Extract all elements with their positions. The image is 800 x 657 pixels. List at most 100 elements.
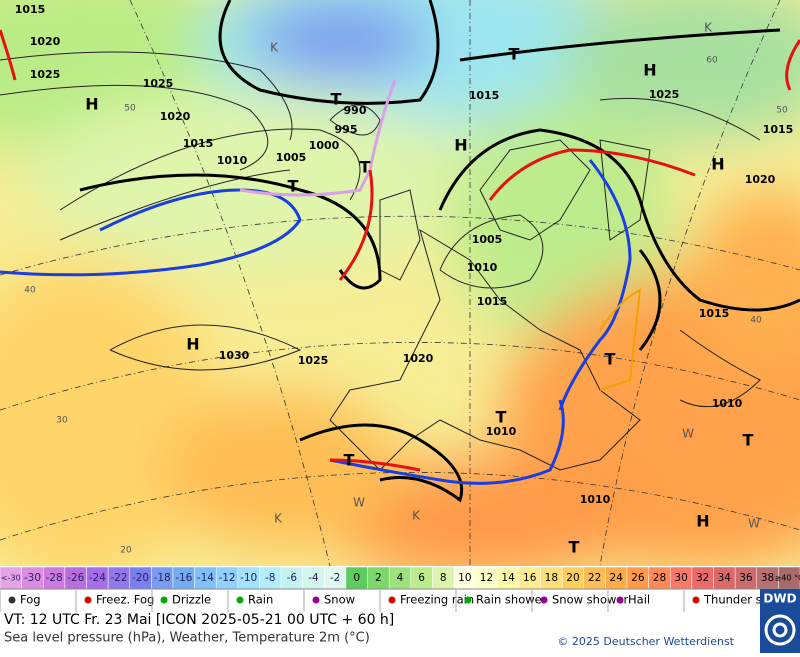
scale-label: 28: [653, 572, 666, 584]
copyright: © 2025 Deutscher Wetterdienst: [557, 635, 734, 648]
legend-label: Freez. Fog: [96, 593, 154, 607]
isobar-label: 1025: [143, 77, 174, 90]
isobar-label: 995: [335, 123, 358, 136]
scale-label: -8: [265, 572, 275, 584]
isobar-label: 1025: [30, 68, 61, 81]
legend-symbol: [464, 596, 472, 604]
pressure-center: T: [569, 538, 580, 557]
isobar-label: 990: [344, 104, 367, 117]
scale-label: 10: [458, 572, 471, 584]
pressure-center: H: [711, 155, 724, 174]
scale-label: 34: [718, 572, 732, 584]
legend-symbol: [8, 596, 16, 604]
pressure-center: T: [344, 451, 355, 470]
dwd-logo-mark: [764, 614, 796, 646]
latitude-label: 30: [56, 416, 68, 426]
isobar-label: 1005: [276, 151, 307, 164]
scale-label: 8: [440, 572, 447, 584]
legend-label: Fog: [20, 593, 41, 607]
scale-label: 22: [588, 572, 601, 584]
pressure-center: T: [605, 350, 616, 369]
isobar-label: 1015: [469, 89, 500, 102]
pressure-center: H: [85, 95, 98, 114]
scale-label: 30: [674, 572, 687, 584]
latitude-label: 40: [24, 286, 36, 296]
legend-symbol: [388, 596, 396, 604]
dwd-logo-mark: [772, 622, 788, 638]
isobar-label: 1015: [183, 137, 214, 150]
isobar-label: 1030: [219, 349, 250, 362]
scale-label: 14: [501, 572, 515, 584]
scale-label: 24: [610, 572, 624, 584]
latitude-label: 40: [750, 316, 762, 326]
pressure-center: K: [704, 21, 713, 35]
isobar-label: 1025: [649, 88, 680, 101]
legend-label: Rain: [248, 593, 273, 607]
legend-symbol: [236, 596, 244, 604]
isobar-label: 1025: [298, 354, 329, 367]
isobar-label: 1015: [15, 3, 46, 16]
scale-label: -20: [132, 572, 149, 584]
pressure-center: W: [353, 496, 365, 510]
scale-label: 0: [353, 572, 360, 584]
isobar-label: 1015: [763, 123, 794, 136]
scale-label: -14: [197, 572, 214, 584]
pressure-center: H: [696, 512, 709, 531]
footer-bg: [0, 612, 760, 653]
scale-label: -24: [89, 572, 106, 584]
temperature-scale: <-30 -30 -28 -26 -24 -22 -20 -18 -16 -14 -12 -10 -8-…: [0, 566, 800, 590]
scale-label: -30: [24, 572, 41, 584]
scale-label: -18: [154, 572, 171, 584]
isobar-label: 1015: [477, 295, 508, 308]
scale-label: -28: [45, 572, 62, 584]
scale-label: 2: [375, 572, 382, 584]
isobar-label: 1020: [30, 35, 61, 48]
scale-label: -16: [175, 572, 192, 584]
pressure-center: H: [454, 136, 467, 155]
dwd-logo-text: DWD: [763, 592, 796, 606]
latitude-label: 60: [706, 56, 718, 66]
legend-label: Snow shower: [552, 593, 628, 607]
legend-label: Rain shower: [476, 593, 547, 607]
isobar-label: 1010: [486, 425, 517, 438]
scale-label: -4: [308, 572, 319, 584]
isobar-label: 1020: [403, 352, 434, 365]
scale-label: 38: [761, 572, 774, 584]
isobar-label: 1000: [309, 139, 340, 152]
scale-label: 16: [523, 572, 537, 584]
legend-symbol: [84, 596, 92, 604]
pressure-center: T: [496, 408, 507, 427]
weather-legend: Fog Freez. Fog Drizzle Rain Snow Freezing rai…: [0, 590, 789, 612]
pressure-center: H: [643, 61, 656, 80]
scale-label: <-30: [1, 574, 21, 583]
scale-label: -6: [287, 572, 298, 584]
pressure-center: T: [331, 90, 342, 109]
latitude-label: 50: [124, 104, 136, 114]
pressure-center: T: [288, 177, 299, 196]
scale-label: -22: [110, 572, 127, 584]
legend-label: Freezing rain: [400, 593, 474, 607]
scale-label: 18: [545, 572, 558, 584]
subtitle: Sea level pressure (hPa), Weather, Tempe…: [4, 631, 370, 646]
scale-label: 12: [480, 572, 493, 584]
isobar-label: 1010: [580, 493, 611, 506]
legend-symbol: [692, 596, 700, 604]
isobar-label: 1020: [745, 173, 776, 186]
isobar-label: 1010: [712, 397, 743, 410]
scale-label: -26: [67, 572, 84, 584]
legend-symbol: [160, 596, 168, 604]
scale-label: 20: [566, 572, 579, 584]
pressure-center: K: [270, 41, 279, 55]
valid-time: VT: 12 UTC Fr. 23 Mai [ICON 2025-05-21 0…: [4, 612, 394, 628]
pressure-center: T: [743, 431, 754, 450]
pressure-center: K: [412, 509, 421, 523]
isobar-label: 1005: [472, 233, 503, 246]
pressure-center: W: [748, 517, 760, 531]
legend-label: Hail: [628, 593, 650, 607]
scale-label: -10: [240, 572, 257, 584]
pressure-center: T: [360, 158, 371, 177]
legend-symbol: [616, 596, 624, 604]
legend-symbol: [540, 596, 548, 604]
scale-label: ≥40 °C: [775, 574, 800, 583]
